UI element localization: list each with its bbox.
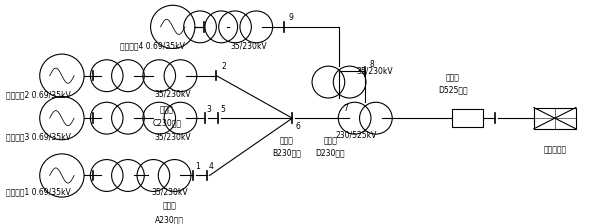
Text: 4: 4 <box>208 162 213 171</box>
Text: C230母线: C230母线 <box>152 118 181 128</box>
Text: 9: 9 <box>288 13 293 22</box>
Text: 35/230kV: 35/230kV <box>230 41 267 50</box>
Text: 汇集站: 汇集站 <box>446 73 460 82</box>
Text: 35/230kV: 35/230kV <box>154 132 191 141</box>
Text: D525母线: D525母线 <box>438 86 467 95</box>
Text: A230母线: A230母线 <box>155 215 184 224</box>
Text: 汇集站: 汇集站 <box>160 106 174 115</box>
Text: 风电场群3 0.69/35kV: 风电场群3 0.69/35kV <box>6 132 71 141</box>
Bar <box>452 109 482 127</box>
Text: B230母线: B230母线 <box>272 148 301 157</box>
Text: 风电场群1 0.69/35kV: 风电场群1 0.69/35kV <box>6 188 71 197</box>
Text: 汇集站: 汇集站 <box>323 137 337 146</box>
Text: 5: 5 <box>220 105 225 114</box>
Text: 2: 2 <box>221 62 226 71</box>
Text: 230/525kV: 230/525kV <box>336 130 377 139</box>
Text: 35/230kV: 35/230kV <box>356 67 393 75</box>
Text: 无穷大电网: 无穷大电网 <box>543 145 566 154</box>
Text: D230母线: D230母线 <box>316 148 345 157</box>
Text: 风电场群4 0.69/35kV: 风电场群4 0.69/35kV <box>120 41 185 50</box>
Text: 35/230kV: 35/230kV <box>152 188 188 197</box>
Text: 1: 1 <box>195 162 200 171</box>
Text: 3: 3 <box>206 105 211 114</box>
Text: 风电场群2 0.69/35kV: 风电场群2 0.69/35kV <box>6 90 71 99</box>
Text: 35/230kV: 35/230kV <box>154 90 191 99</box>
Bar <box>534 108 576 129</box>
Text: 7: 7 <box>343 104 348 113</box>
Text: 汇集站: 汇集站 <box>280 137 293 146</box>
Text: 6: 6 <box>295 122 300 131</box>
Text: 汇集站: 汇集站 <box>163 201 177 210</box>
Text: 8: 8 <box>370 60 374 69</box>
